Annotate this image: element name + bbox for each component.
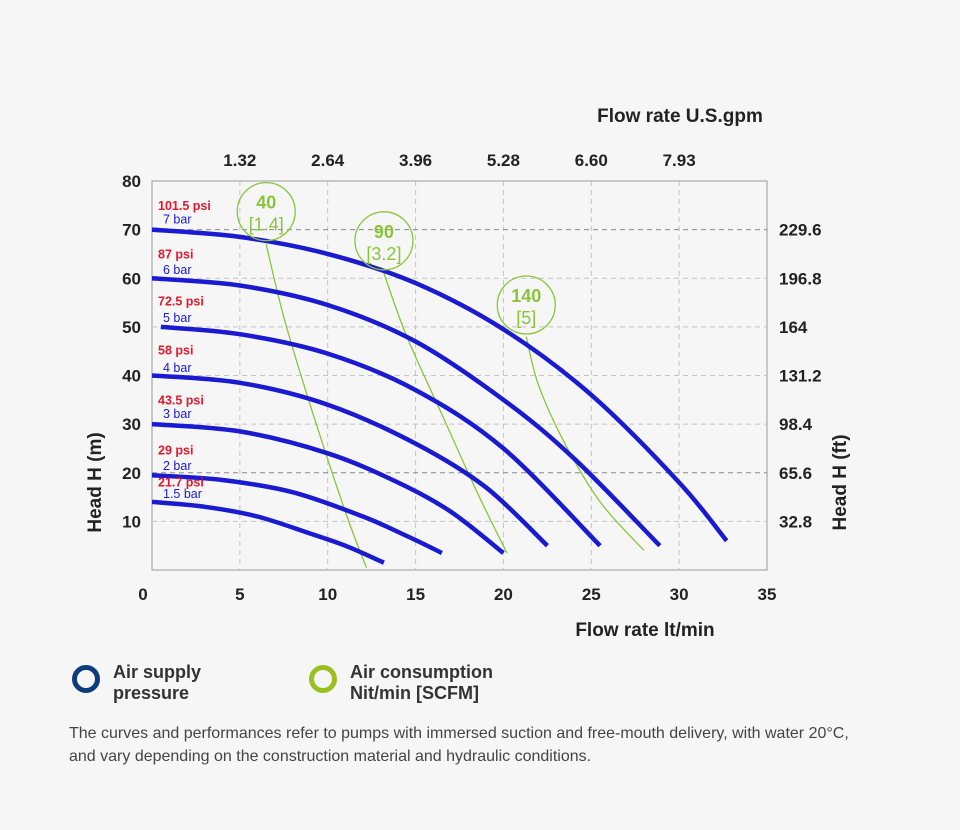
x2-tick-label: 3.96	[399, 151, 432, 170]
air-bubble-40	[236, 181, 296, 242]
legend-air-consumption: Air consumption Nit/min [SCFM]	[309, 662, 493, 704]
air-sub-label-40: [1.4]	[249, 215, 284, 235]
x-tick-label: 15	[406, 585, 425, 604]
air-label-140: 140	[511, 286, 541, 306]
pressure-curve-6-bar	[151, 276, 662, 548]
footnote: The curves and performances refer to pum…	[69, 725, 849, 765]
legend-air-supply-line2: pressure	[113, 683, 190, 703]
air-label-90: 90	[374, 222, 394, 242]
y2-axis-title: Head H (ft)	[830, 434, 851, 530]
air-bubble-90	[354, 211, 414, 271]
y-tick-label: 10	[122, 512, 141, 531]
psi-label: 72.5 psi	[158, 295, 204, 309]
x-tick-label: 0	[138, 585, 147, 604]
bar-label: 2 bar	[163, 459, 192, 473]
x-axis-title: Flow rate lt/min	[575, 620, 714, 641]
y2-tick-label: 131.2	[779, 367, 822, 386]
air-consumption-line-140	[525, 336, 645, 551]
x-tick-label: 10	[318, 585, 337, 604]
x2-tick-label: 1.32	[223, 151, 256, 170]
psi-label: 87 psi	[158, 247, 193, 261]
air-label-40: 40	[256, 193, 276, 213]
y2-tick-label: 196.8	[779, 269, 822, 288]
legend-air-consumption-line1: Air consumption	[350, 662, 493, 682]
psi-label: 43.5 psi	[158, 393, 204, 407]
blue-ring-icon	[72, 665, 100, 693]
pressure-curve-5-bar	[160, 324, 602, 548]
x-tick-label: 5	[235, 585, 244, 604]
pump-performance-chart: 0 5 10 15 20 25 30 35 10 20 30 40 50 60 70 80 1.32 2.64 3.…	[85, 106, 851, 641]
air-consumption-line-40	[265, 244, 368, 568]
y-tick-label: 70	[122, 221, 141, 240]
bar-label: 5 bar	[163, 311, 192, 325]
air-sub-label-140: [5]	[516, 308, 536, 328]
green-ring-icon	[309, 665, 337, 693]
pressure-curve-7-bar	[151, 227, 729, 543]
legend-air-supply-line1: Air supply	[113, 662, 202, 682]
y-tick-label: 50	[122, 318, 141, 337]
x2-tick-label: 7.93	[663, 151, 696, 170]
y-tick-label: 20	[122, 464, 141, 483]
x-tick-label: 20	[494, 585, 513, 604]
y-tick-label: 80	[122, 172, 141, 191]
air-bubble-140	[496, 275, 556, 335]
bar-label: 4 bar	[163, 361, 192, 375]
y2-tick-label: 32.8	[779, 512, 812, 531]
legend-air-consumption-line2: Nit/min [SCFM]	[350, 683, 479, 703]
x2-tick-label: 2.64	[311, 151, 345, 170]
y-tick-label: 30	[122, 415, 141, 434]
bar-label: 3 bar	[163, 407, 192, 421]
bar-label: 1.5 bar	[163, 487, 202, 501]
bar-label: 6 bar	[163, 263, 192, 277]
pressure-curve-4-bar	[151, 373, 549, 548]
x2-tick-label: 5.28	[487, 151, 520, 170]
pressure-curve-2-bar	[151, 472, 443, 556]
bar-label: 7 bar	[163, 212, 192, 226]
air-consumption-line-90	[383, 273, 508, 554]
pressure-curve-3-bar	[151, 421, 505, 555]
y-axis-title: Head H (m)	[85, 432, 106, 532]
x-tick-label: 35	[758, 585, 777, 604]
psi-label: 58 psi	[158, 344, 193, 358]
y2-tick-label: 98.4	[779, 415, 813, 434]
y-tick-label: 40	[122, 367, 141, 386]
pressure-curve-1-5-bar	[151, 499, 385, 565]
legend-air-supply: Air supply pressure	[72, 662, 201, 704]
psi-label: 29 psi	[158, 443, 193, 457]
psi-label: 101.5 psi	[158, 199, 211, 213]
y2-tick-label: 65.6	[779, 464, 812, 483]
y2-tick-label: 164	[779, 318, 808, 337]
psi-label: 21.7 psi	[158, 475, 204, 489]
y2-tick-label: 229.6	[779, 221, 822, 240]
x-tick-label: 25	[582, 585, 601, 604]
y-tick-label: 60	[122, 269, 141, 288]
x2-axis-title: Flow rate U.S.gpm	[597, 106, 763, 127]
air-sub-label-90: [3.2]	[366, 244, 401, 264]
x2-tick-label: 6.60	[575, 151, 608, 170]
x-tick-label: 30	[670, 585, 689, 604]
